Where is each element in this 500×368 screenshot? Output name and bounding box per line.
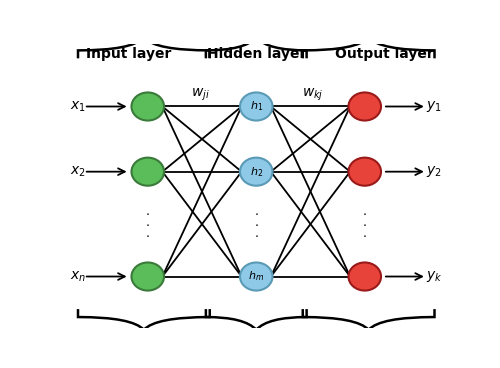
Text: $y_{k}$: $y_{k}$ xyxy=(426,269,442,284)
Text: $w_{ji}$: $w_{ji}$ xyxy=(190,87,210,103)
Ellipse shape xyxy=(348,262,381,291)
Ellipse shape xyxy=(240,92,272,121)
Text: $h_{1}$: $h_{1}$ xyxy=(250,100,263,113)
Text: $\cdot$
$\cdot$
$\cdot$: $\cdot$ $\cdot$ $\cdot$ xyxy=(146,206,150,242)
Text: $x_{1}$: $x_{1}$ xyxy=(70,99,86,114)
Ellipse shape xyxy=(240,262,272,291)
Text: Output layer: Output layer xyxy=(335,47,434,61)
Ellipse shape xyxy=(348,158,381,186)
Text: $\cdot$
$\cdot$
$\cdot$: $\cdot$ $\cdot$ $\cdot$ xyxy=(254,206,258,242)
Ellipse shape xyxy=(132,158,164,186)
Text: $\cdot$
$\cdot$
$\cdot$: $\cdot$ $\cdot$ $\cdot$ xyxy=(362,206,367,242)
Ellipse shape xyxy=(348,92,381,121)
Text: Hidden layer: Hidden layer xyxy=(206,47,306,61)
Text: $x_{2}$: $x_{2}$ xyxy=(70,164,86,179)
Text: $h_{m}$: $h_{m}$ xyxy=(248,270,264,283)
Text: $y_{2}$: $y_{2}$ xyxy=(426,164,442,179)
Ellipse shape xyxy=(132,262,164,291)
Ellipse shape xyxy=(240,158,272,186)
Text: $y_{1}$: $y_{1}$ xyxy=(426,99,442,114)
Ellipse shape xyxy=(132,92,164,121)
Text: $x_{n}$: $x_{n}$ xyxy=(70,269,86,284)
Text: $w_{kj}$: $w_{kj}$ xyxy=(302,87,324,103)
Text: Input layer: Input layer xyxy=(86,47,171,61)
Text: $h_{2}$: $h_{2}$ xyxy=(250,165,263,178)
